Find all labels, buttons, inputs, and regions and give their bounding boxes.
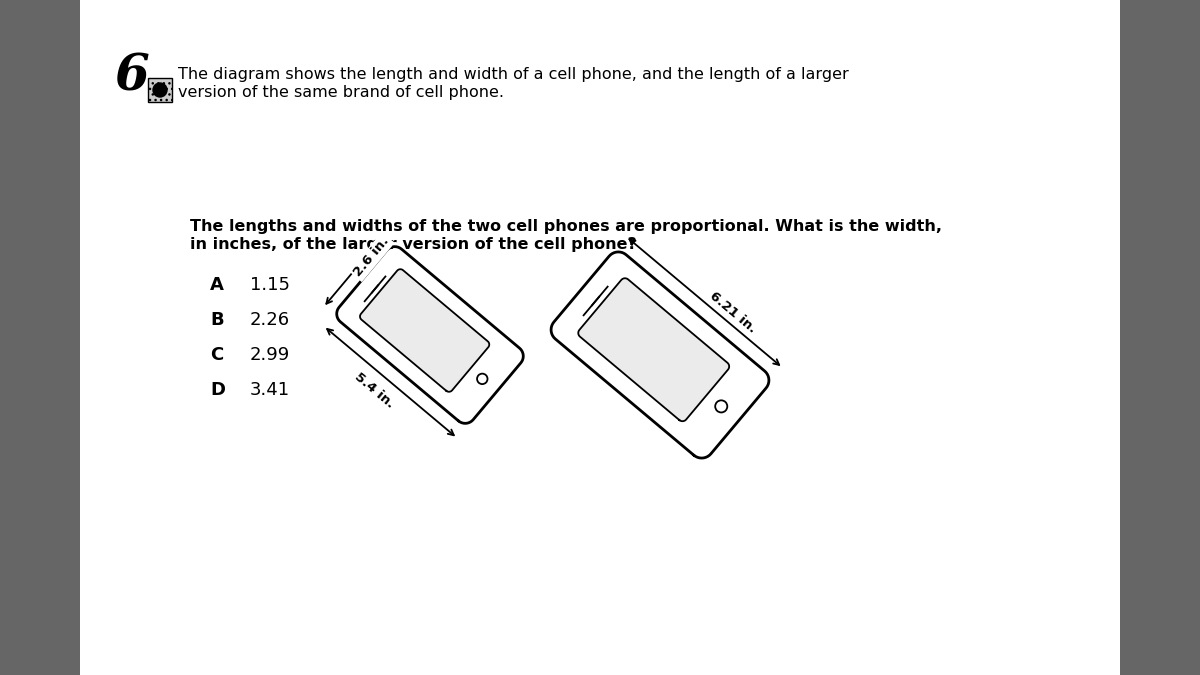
- Polygon shape: [551, 252, 769, 458]
- Text: C: C: [210, 346, 223, 364]
- Polygon shape: [360, 269, 490, 391]
- Text: 1.15: 1.15: [250, 276, 290, 294]
- Text: 2.6 in.: 2.6 in.: [352, 235, 392, 279]
- Text: 6: 6: [115, 53, 150, 101]
- Polygon shape: [578, 278, 730, 421]
- Circle shape: [478, 374, 487, 384]
- Text: B: B: [210, 311, 223, 329]
- Text: The lengths and widths of the two cell phones are proportional. What is the widt: The lengths and widths of the two cell p…: [190, 219, 942, 234]
- Polygon shape: [337, 246, 523, 423]
- Text: 3.41: 3.41: [250, 381, 290, 399]
- Text: in inches, of the larger version of the cell phone?: in inches, of the larger version of the …: [190, 236, 637, 252]
- Circle shape: [715, 400, 727, 412]
- Circle shape: [154, 83, 167, 97]
- Text: A: A: [210, 276, 224, 294]
- Bar: [80, 0, 1120, 675]
- Text: 2.26: 2.26: [250, 311, 290, 329]
- Bar: [148, 78, 172, 102]
- Text: 2.99: 2.99: [250, 346, 290, 364]
- Text: 6.21 in.: 6.21 in.: [707, 289, 758, 335]
- Text: The diagram shows the length and width of a cell phone, and the length of a larg: The diagram shows the length and width o…: [178, 68, 848, 82]
- Text: 5.4 in.: 5.4 in.: [352, 370, 397, 410]
- Text: version of the same brand of cell phone.: version of the same brand of cell phone.: [178, 86, 504, 101]
- Text: D: D: [210, 381, 226, 399]
